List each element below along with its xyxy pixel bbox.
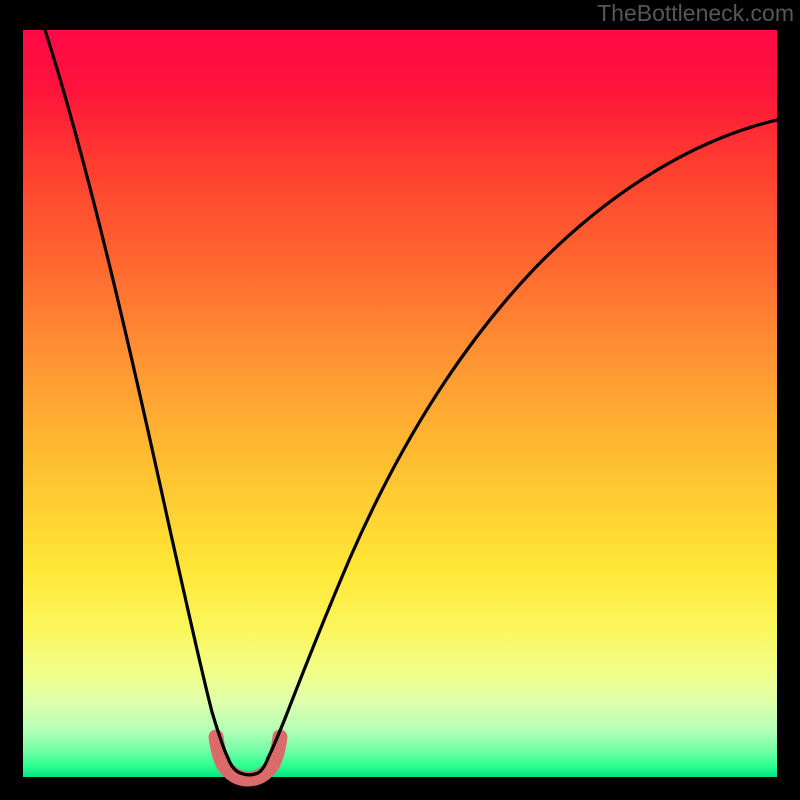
chart-frame: { "meta": { "source_watermark": "TheBott… bbox=[0, 0, 800, 800]
bottleneck-chart bbox=[0, 0, 800, 800]
source-watermark: TheBottleneck.com bbox=[597, 0, 794, 27]
plot-background bbox=[23, 30, 777, 777]
